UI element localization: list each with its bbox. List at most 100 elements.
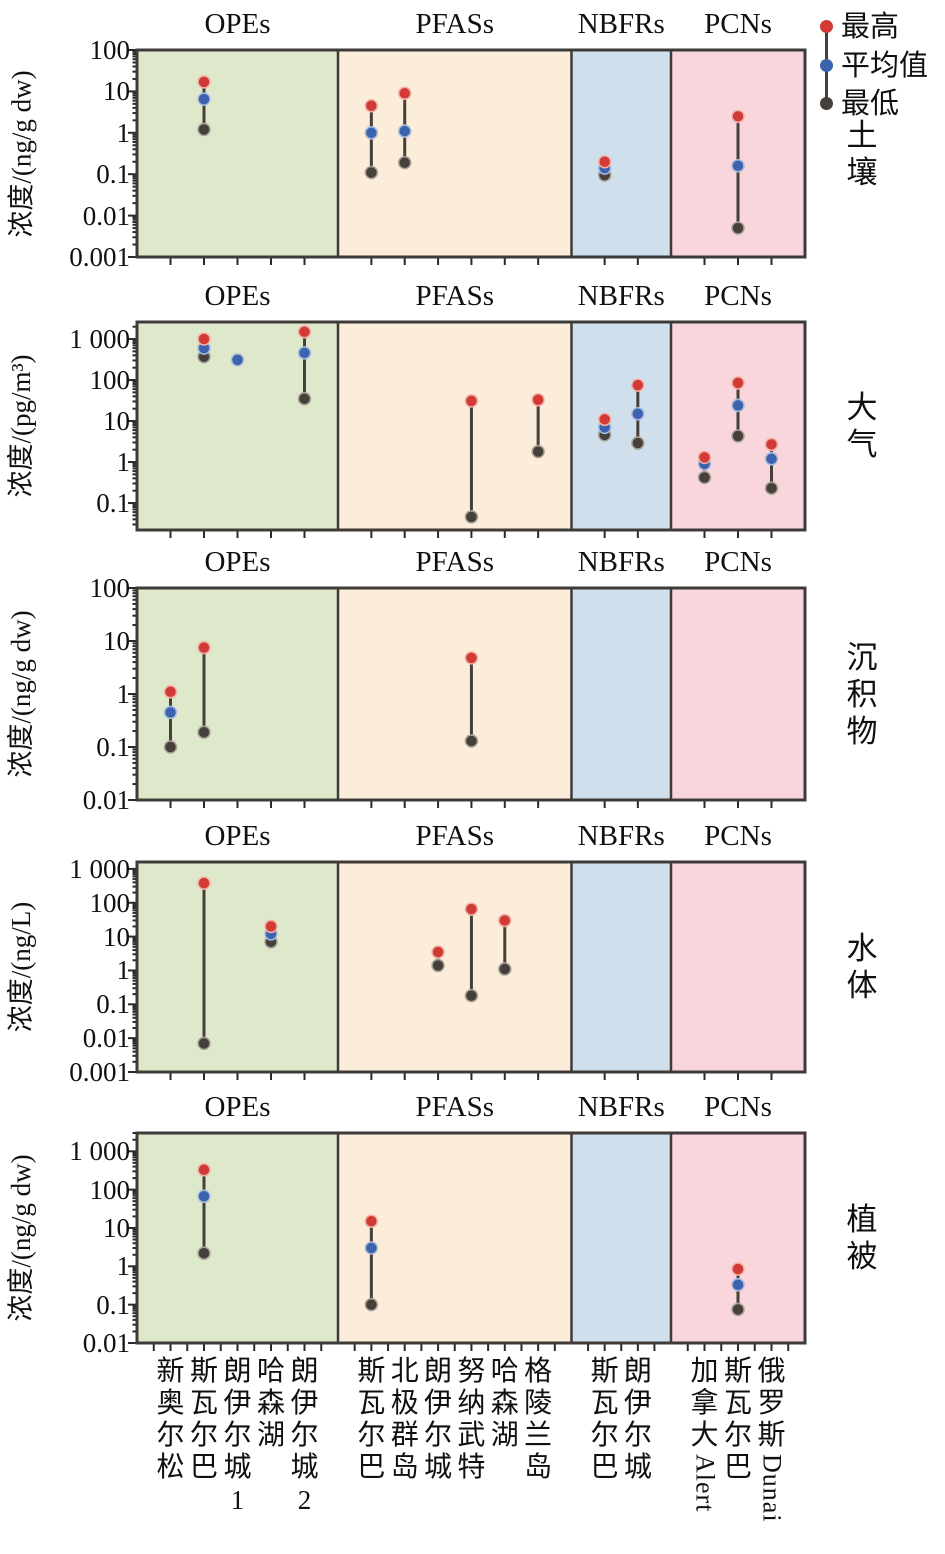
y-axis-label: 浓度/(ng/L) xyxy=(6,901,36,1033)
section-title-PFASs: PFASs xyxy=(415,1091,494,1123)
site-label-char: 新 xyxy=(156,1356,185,1387)
site-label-char: 加 xyxy=(690,1356,719,1387)
section-bg-OPEs xyxy=(137,50,338,257)
min-marker xyxy=(498,962,512,976)
medium-label-char: 被 xyxy=(846,1239,878,1274)
medium-label-char: 气 xyxy=(846,427,878,462)
mean-marker-icon xyxy=(820,59,833,72)
max-marker xyxy=(597,154,612,169)
site-label-char: 尔 xyxy=(623,1420,652,1451)
mean-marker xyxy=(731,1278,745,1292)
y-axis-label: 浓度/(pg/m³) xyxy=(6,354,36,498)
min-marker xyxy=(364,165,379,180)
medium-label: 植被 xyxy=(842,1201,882,1275)
min-marker xyxy=(531,444,545,459)
site-label-char: 纳 xyxy=(457,1388,486,1419)
site-label: 朗伊尔城 xyxy=(620,1356,656,1484)
mean-marker xyxy=(163,705,178,720)
site-label-char: 森 xyxy=(256,1388,285,1419)
max-marker xyxy=(731,109,745,124)
site-label-char: 斯 xyxy=(757,1420,786,1451)
site-label-char: 岛 xyxy=(524,1452,553,1483)
section-title-PCNs: PCNs xyxy=(704,8,772,40)
y-tick-label: 0.1 xyxy=(96,488,130,519)
site-label-char: 森 xyxy=(490,1388,519,1419)
site-label-char: 斯 xyxy=(723,1356,752,1387)
panel-border xyxy=(135,586,807,802)
section-title-OPEs: OPEs xyxy=(204,820,271,852)
site-label-char: 奥 xyxy=(156,1388,185,1419)
y-tick-label: 0.1 xyxy=(96,732,130,762)
y-tick-label: 10 xyxy=(103,921,130,952)
site-label-char: 尔 xyxy=(223,1420,252,1451)
max-marker xyxy=(197,332,211,346)
section-title-NBFRs: NBFRs xyxy=(577,546,665,578)
y-tick-label: 0.1 xyxy=(96,989,130,1020)
site-label: 加拿大 Alert xyxy=(687,1356,723,1512)
site-label-char: 伊 xyxy=(290,1388,319,1419)
site-label: 朗伊尔城 xyxy=(420,1356,456,1484)
section-bg-PFASs xyxy=(338,588,572,800)
min-marker xyxy=(197,1036,211,1051)
max-marker xyxy=(597,412,612,427)
y-tick-label: 1 xyxy=(116,447,131,478)
max-marker xyxy=(464,394,479,408)
site-label: 格陵兰岛 xyxy=(520,1356,556,1484)
site-label-char: 朗 xyxy=(623,1356,652,1387)
y-tick-label: 0.01 xyxy=(82,785,130,815)
site-label-char: 极 xyxy=(390,1388,419,1419)
y-tick-label: 0.01 xyxy=(82,1023,130,1054)
site-label-char: 伊 xyxy=(424,1388,453,1419)
panel-border xyxy=(135,320,807,532)
min-marker xyxy=(697,470,712,485)
section-title-PCNs: PCNs xyxy=(704,546,772,578)
max-marker xyxy=(264,919,278,934)
max-marker xyxy=(197,1163,211,1177)
min-marker-icon xyxy=(820,97,833,110)
max-marker xyxy=(531,393,545,407)
max-marker xyxy=(397,86,412,101)
site-label-char: 瓦 xyxy=(723,1388,752,1419)
y-axis-label: 浓度/(ng/g dw) xyxy=(6,1154,36,1322)
medium-label: 土壤 xyxy=(842,117,882,191)
section-title-PCNs: PCNs xyxy=(704,280,772,312)
site-label-char: 岛 xyxy=(390,1452,419,1483)
medium-label-char: 植 xyxy=(846,1202,878,1237)
site-label-char: 瓦 xyxy=(189,1388,218,1419)
section-title-NBFRs: NBFRs xyxy=(577,1091,665,1123)
panel-border xyxy=(135,48,807,259)
panel-border xyxy=(135,1131,807,1345)
max-marker xyxy=(163,685,178,699)
site-label-char: 城 xyxy=(424,1452,453,1483)
site-label-char: 朗 xyxy=(290,1356,319,1387)
site-label-char: 特 xyxy=(457,1452,486,1483)
site-label-char: 伊 xyxy=(223,1388,252,1419)
site-label-char: 巴 xyxy=(357,1452,386,1483)
max-marker xyxy=(197,876,211,890)
section-bg-PFASs xyxy=(338,50,572,257)
site-label: 斯瓦尔巴 xyxy=(186,1356,222,1484)
y-tick-label: 1 000 xyxy=(69,324,130,355)
min-marker xyxy=(764,481,779,495)
max-marker xyxy=(364,99,379,113)
y-tick-label: 0.1 xyxy=(96,159,130,190)
site-label: 斯瓦尔巴 xyxy=(353,1356,389,1484)
y-tick-label: 1 xyxy=(116,955,131,986)
mean-marker xyxy=(397,124,412,138)
y-tick-label: 100 xyxy=(89,573,131,603)
site-label-char: 群 xyxy=(390,1420,419,1451)
y-tick-label: 1 000 xyxy=(69,1136,130,1167)
min-marker xyxy=(731,221,745,235)
site-label-char: 城 xyxy=(623,1452,652,1483)
section-title-OPEs: OPEs xyxy=(204,1091,271,1123)
site-label-suffix: Dunai xyxy=(757,1454,787,1523)
y-tick-label: 1 xyxy=(116,1251,131,1282)
site-label-char: 斯 xyxy=(590,1356,619,1387)
y-tick-label: 10 xyxy=(103,76,130,107)
site-label-char: 尔 xyxy=(357,1420,386,1451)
site-label-char: 瓦 xyxy=(357,1388,386,1419)
section-bg-NBFRs xyxy=(571,862,671,1072)
site-label-suffix: 2 xyxy=(297,1485,312,1515)
y-tick-label: 0.001 xyxy=(69,242,130,272)
